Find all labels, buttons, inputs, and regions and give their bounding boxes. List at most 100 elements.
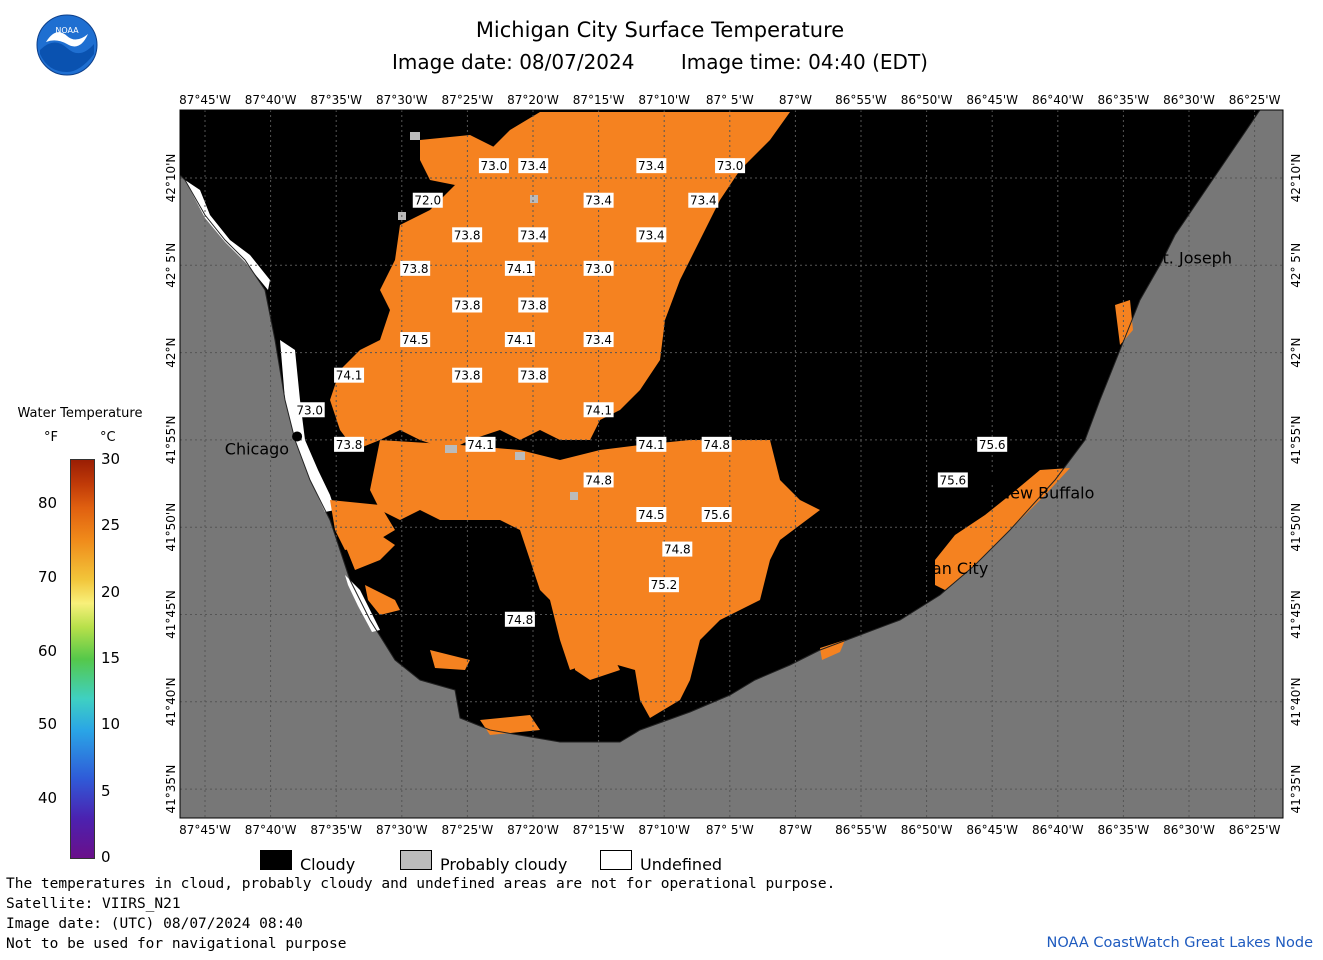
undefined-label: Undefined [640, 855, 723, 874]
legend-unit-celsius: °C [100, 430, 116, 445]
svg-text:73.8: 73.8 [454, 369, 481, 383]
svg-text:74.1: 74.1 [507, 333, 534, 347]
temperature-label: 72.0 [412, 192, 443, 208]
left-latitude-tick: 41°50'N [164, 503, 178, 552]
svg-text:73.4: 73.4 [520, 228, 547, 242]
svg-text:75.6: 75.6 [939, 473, 966, 487]
bottom-longitude-tick: 86°40'W [1032, 823, 1084, 837]
temperature-label: 73.4 [518, 158, 549, 174]
svg-text:73.8: 73.8 [520, 369, 547, 383]
temperature-label: 73.8 [452, 227, 483, 243]
svg-text:73.4: 73.4 [638, 159, 665, 173]
svg-text:73.4: 73.4 [585, 333, 612, 347]
temperature-label: 73.8 [400, 260, 431, 276]
image-time: Image time: 04:40 (EDT) [680, 50, 928, 74]
legend-fahrenheit-tick: 50 [38, 715, 58, 734]
left-latitude-tick: 42° 5'N [164, 243, 178, 288]
undefined-swatch [600, 850, 632, 870]
city-marker: Chicago [225, 431, 303, 458]
right-latitude-tick: 41°55'N [1289, 415, 1303, 464]
left-latitude-tick: 42°10'N [164, 154, 178, 203]
legend-celsius-tick: 20 [101, 582, 121, 601]
svg-text:74.8: 74.8 [507, 613, 534, 627]
legend-unit-fahrenheit: °F [44, 430, 58, 445]
temperature-label: 73.4 [636, 158, 667, 174]
bottom-longitude-tick: 87° 5'W [706, 823, 754, 837]
top-longitude-tick: 86°45'W [966, 93, 1018, 107]
right-latitude-tick: 41°45'N [1289, 590, 1303, 639]
legend-celsius-tick: 30 [101, 450, 121, 468]
warm-water-area [330, 112, 790, 450]
top-longitude-tick: 86°25'W [1229, 93, 1281, 107]
right-latitude-tick: 41°35'N [1289, 765, 1303, 814]
svg-text:74.8: 74.8 [585, 473, 612, 487]
top-longitude-tick: 87°45'W [179, 93, 231, 107]
right-latitude-axis: 42°10'N 42° 5'N 42°N 41°55'N 41°50'N 41°45'N 4… [1289, 154, 1303, 814]
top-longitude-tick: 86°35'W [1098, 93, 1150, 107]
navigation-warning: Not to be used for navigational purpose [6, 936, 347, 952]
svg-text:74.1: 74.1 [638, 438, 665, 452]
temperature-label: 74.5 [636, 507, 667, 523]
legend-fahrenheit-tick: 60 [38, 641, 58, 660]
top-longitude-tick: 86°40'W [1032, 93, 1084, 107]
legend-celsius-tick: 5 [101, 781, 111, 800]
right-latitude-tick: 41°40'N [1289, 677, 1303, 726]
temperature-label: 73.4 [583, 332, 614, 348]
svg-text:73.0: 73.0 [481, 159, 508, 173]
image-datetime: Image date: 08/07/2024 Image time: 04:40… [300, 50, 1020, 74]
top-longitude-tick: 87° 5'W [706, 93, 754, 107]
svg-text:75.6: 75.6 [979, 438, 1006, 452]
legend-celsius-tick: 10 [101, 715, 121, 734]
city-marker: Michigan City [869, 548, 988, 578]
svg-text:74.8: 74.8 [703, 438, 730, 452]
credit-text: NOAA CoastWatch Great Lakes Node [1046, 935, 1313, 951]
bottom-longitude-tick: 87°25'W [442, 823, 494, 837]
svg-text:73.8: 73.8 [454, 298, 481, 312]
temperature-label: 73.8 [518, 367, 549, 383]
temperature-label: 73.0 [715, 158, 746, 174]
right-latitude-tick: 42° 5'N [1289, 243, 1303, 288]
probably-cloudy-swatch [400, 850, 432, 870]
noaa-logo: NOAA [36, 14, 98, 76]
right-latitude-tick: 42°10'N [1289, 154, 1303, 203]
left-latitude-axis: 42°10'N 42° 5'N 42°N 41°55'N 41°50'N 41°45'N 4… [164, 154, 178, 814]
temperature-label: 73.4 [688, 192, 719, 208]
left-latitude-tick: 41°40'N [164, 677, 178, 726]
top-longitude-tick: 86°30'W [1163, 93, 1215, 107]
bottom-longitude-tick: 86°45'W [966, 823, 1018, 837]
undefined-area [185, 180, 270, 290]
temperature-label: 73.4 [518, 227, 549, 243]
top-longitude-axis: 87°45'W 87°40'W 87°35'W 87°30'W 87°25'W 87°20… [179, 93, 1280, 107]
temperature-label: 75.6 [701, 507, 732, 523]
legend-fahrenheit-tick: 70 [38, 567, 58, 586]
temperature-label: 74.8 [662, 541, 693, 557]
top-longitude-tick: 86°55'W [835, 93, 887, 107]
temperature-label: 73.8 [452, 297, 483, 313]
temperature-label: 73.0 [478, 158, 509, 174]
svg-text:74.1: 74.1 [336, 369, 363, 383]
bottom-longitude-axis: 87°45'W 87°40'W 87°35'W 87°30'W 87°25'W 87°20… [179, 823, 1280, 837]
left-latitude-tick: 41°55'N [164, 415, 178, 464]
svg-text:73.8: 73.8 [454, 228, 481, 242]
temperature-labels: 73.0 73.4 73.4 73.0 72.0 73.4 73.4 73.8 73.4 73.4… [294, 158, 1008, 627]
bottom-longitude-tick: 86°25'W [1229, 823, 1281, 837]
svg-text:72.0: 72.0 [414, 194, 441, 208]
legend-fahrenheit-tick: 40 [38, 789, 58, 808]
svg-text:73.4: 73.4 [585, 194, 612, 208]
left-latitude-tick: 42°N [164, 337, 178, 367]
temperature-label: 74.1 [504, 260, 535, 276]
temperature-label: 73.0 [583, 260, 614, 276]
bottom-longitude-tick: 87°10'W [638, 823, 690, 837]
temperature-label: 73.4 [583, 192, 614, 208]
city-marker: St. Joseph [1152, 248, 1232, 267]
bottom-longitude-tick: 87°45'W [179, 823, 231, 837]
city-markers: Chicago Michigan City New Buffalo St. Josep… [225, 248, 1232, 577]
svg-text:75.2: 75.2 [651, 578, 678, 592]
disclaimer-text: The temperatures in cloud, probably clou… [6, 876, 836, 892]
svg-text:73.4: 73.4 [638, 228, 665, 242]
probably-cloudy-label: Probably cloudy [440, 855, 568, 874]
right-latitude-tick: 42°N [1289, 337, 1303, 367]
top-longitude-tick: 86°50'W [901, 93, 953, 107]
temperature-colorbar [70, 459, 95, 859]
